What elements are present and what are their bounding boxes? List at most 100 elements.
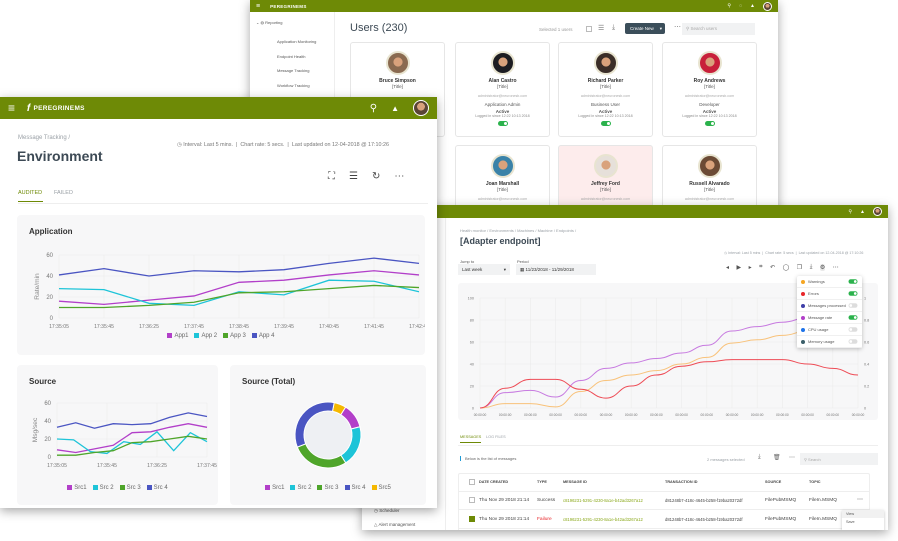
menu-icon[interactable]: ≡ [256,2,261,10]
cell-message-id[interactable]: c8196231-5291-4230-8a1e-b42ad3267a12 [563,498,643,503]
col-message-id[interactable]: MESSAGE ID [563,480,587,484]
user-card[interactable]: Alan Castro [Title] administrator@neurones… [455,42,550,137]
avatar[interactable] [413,100,429,116]
series-toggle[interactable] [848,279,858,284]
tab-messages[interactable]: MESSAGES [460,435,482,443]
legend-item[interactable]: Src 4 [146,485,168,491]
legend-item[interactable]: App 4 [251,333,275,339]
col-date-created[interactable]: DATE CREATED [479,480,509,484]
sidebar-section-reporting[interactable]: ⌄ ◍ Reporting [256,20,283,25]
list-icon[interactable]: ☰ [349,171,358,182]
legend-item[interactable]: App 2 [194,333,217,339]
next-icon[interactable]: ▸ [748,265,752,271]
sidebar-item[interactable]: Workflow Tracking [277,82,310,88]
refresh-icon[interactable]: ↻ [371,171,381,182]
series-line-message-rate[interactable] [479,308,859,409]
series-toggle-item[interactable]: Message rate [797,312,862,324]
avatar[interactable] [873,207,882,216]
messages-search-input[interactable]: ⚲ Search [800,453,878,465]
legend-item[interactable]: Src 4 [344,485,366,491]
menu-item-view[interactable]: View [842,510,884,518]
bell-icon[interactable]: ▲ [860,208,865,215]
legend-item[interactable]: Src 2 [92,485,114,491]
col-topic[interactable]: TOPIC [809,480,821,484]
series-toggle-item[interactable]: Memory usage [797,336,862,348]
row-more-icon[interactable]: ⋯ [857,497,863,503]
row-checkbox[interactable] [469,516,475,522]
user-card[interactable]: Russell Alvarado [Title] administrator@neu… [662,145,757,215]
search-icon[interactable]: ⚲ [727,3,732,9]
select-all-checkbox[interactable] [469,479,475,485]
tab-log-files[interactable]: LOG FILES [486,435,506,439]
user-card[interactable]: Roy Andrews [Title] administrator@neurones… [662,42,757,137]
series-toggle[interactable] [848,327,858,332]
more-icon[interactable]: ⋯ [674,24,681,31]
user-active-toggle[interactable] [497,121,508,126]
crop-icon[interactable]: ⌗ [759,264,763,270]
series-line-app-3[interactable] [59,284,420,309]
tab-failed[interactable]: FAILED [54,190,73,196]
sidebar-item-scheduler[interactable]: ◷ Scheduler [374,508,400,513]
cell-message-id[interactable]: c8196231-5291-4230-8a1e-b42ad3267a12 [563,517,643,522]
user-active-toggle[interactable] [704,121,715,126]
legend-item[interactable]: App1 [167,333,188,339]
breadcrumb[interactable]: Message Tracking / [18,135,71,141]
play-icon[interactable]: ▶ [736,265,742,271]
gear-icon[interactable]: ⚙ [819,264,826,271]
series-toggle[interactable] [848,291,858,296]
more-icon[interactable]: ⋯ [789,455,795,461]
series-line-src-4[interactable] [56,412,208,429]
series-toggle-item[interactable]: CPU usage [797,324,862,336]
more-icon[interactable]: ⋯ [832,265,839,271]
undo-icon[interactable]: ↶ [770,265,776,271]
sidebar-item[interactable]: Message Tracking [277,68,310,73]
series-line-app-2[interactable] [58,279,420,307]
download-icon[interactable]: ⤓ [612,24,616,31]
series-line-errors[interactable] [479,359,859,409]
reset-icon[interactable]: ◯ [782,265,790,271]
col-type[interactable]: TYPE [537,480,547,484]
legend-item[interactable]: Src 2 [290,485,311,491]
series-line-warnings[interactable] [479,321,859,409]
col-source[interactable]: SOURCE [765,480,782,484]
menu-item-save[interactable]: Save [846,520,855,524]
series-line-app1[interactable] [58,270,420,306]
download-icon[interactable]: ⤓ [809,264,813,270]
legend-item[interactable]: Src1 [67,485,87,491]
sidebar-item[interactable]: Endpoint Health [277,53,306,59]
help-icon[interactable]: ◌ [739,3,743,9]
row-checkbox[interactable] [469,497,475,503]
more-icon[interactable]: ⋯ [394,171,405,182]
legend-item[interactable]: Src 3 [317,485,339,491]
legend-item[interactable]: App 3 [223,333,246,339]
tab-audited[interactable]: AUDITED [18,190,43,202]
bell-icon[interactable]: ▲ [750,3,755,9]
legend-item[interactable]: Src1 [265,485,284,491]
prev-icon[interactable]: ◂ [726,265,730,271]
series-toggle[interactable] [848,339,858,344]
user-card[interactable]: Jeffrey Ford [Title] administrator@neurone… [558,145,653,215]
series-line-src-3[interactable] [57,435,208,456]
table-row[interactable]: Thu Nov 29 2018 21:14 Success c8196231-529… [459,492,869,510]
series-toggle-item[interactable]: Errors [797,288,862,300]
series-line-src1[interactable] [56,423,208,454]
list-view-icon[interactable]: ☰ [598,25,605,32]
trash-icon[interactable]: 🗑 [773,455,781,461]
select-all-checkbox[interactable] [586,26,592,32]
series-toggle-item[interactable]: Messages processed [797,300,862,312]
col-transaction-id[interactable]: TRANSACTION ID [665,480,698,484]
bell-icon[interactable]: ▲ [391,103,399,113]
download-icon[interactable]: ⤓ [758,454,761,460]
period-input[interactable]: ▦ 11/23/2018 - 11/29/2018 [516,264,596,275]
create-new-button[interactable]: Create New ▾ [625,23,665,34]
copy-icon[interactable]: ❐ [796,265,803,271]
series-toggle-item[interactable]: Warnings [797,276,862,288]
user-card[interactable]: Joan Marshall [Title] administrator@neuron… [455,145,550,215]
fullscreen-icon[interactable]: ⛶ [328,171,335,182]
breadcrumb[interactable]: Health monitor / Environments / Machines… [460,228,577,233]
menu-icon[interactable]: ≡ [8,101,16,115]
legend-item[interactable]: Src 3 [119,485,141,491]
sidebar-item[interactable]: Application Monitoring [277,39,317,44]
user-card[interactable]: Richard Parker [Title] administrator@neuro… [558,42,653,137]
user-active-toggle[interactable] [600,121,611,126]
